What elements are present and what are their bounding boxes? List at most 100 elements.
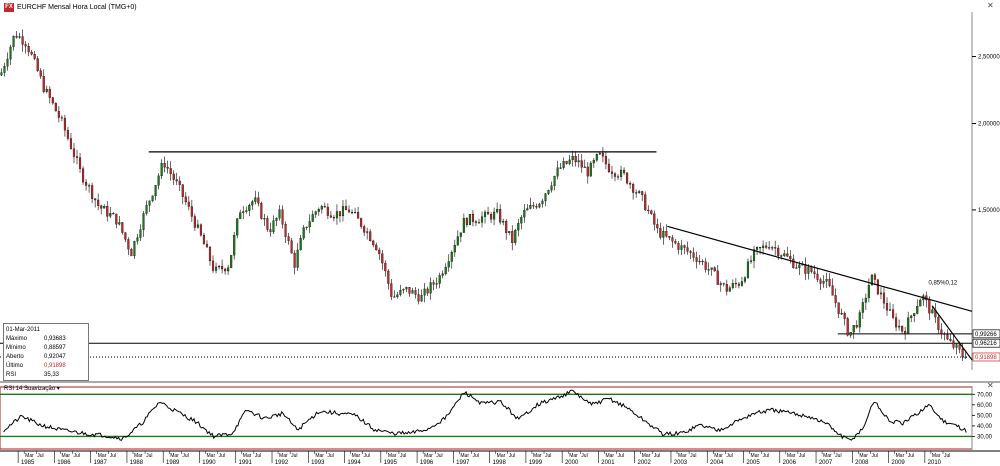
candle — [529, 204, 532, 209]
info-row-low: Mínimo 0,88597 — [6, 344, 66, 351]
candle — [314, 211, 317, 215]
candle — [662, 230, 665, 238]
candle — [574, 156, 577, 163]
candle — [816, 273, 819, 280]
close-indicator-pane-icon[interactable]: ✕ — [987, 381, 994, 390]
candle — [103, 206, 106, 209]
candle — [381, 253, 384, 264]
candle — [245, 210, 248, 212]
month-label: Jul — [799, 453, 805, 459]
candle — [746, 261, 750, 278]
candle — [937, 316, 940, 330]
candle — [656, 224, 659, 229]
month-label: Jul — [436, 453, 442, 459]
candle — [272, 220, 275, 233]
month-label: Mar — [896, 453, 905, 459]
candle — [740, 281, 743, 286]
candle — [629, 183, 632, 185]
candle — [426, 288, 429, 294]
candle — [885, 303, 889, 311]
candle — [964, 356, 967, 358]
year-label: 1986 — [57, 460, 71, 466]
candle — [474, 221, 478, 223]
candle — [402, 288, 405, 291]
month-label: Jul — [291, 453, 297, 459]
candle — [810, 266, 813, 272]
candle — [363, 226, 366, 233]
year-label: 1988 — [130, 460, 144, 466]
candle — [242, 211, 245, 213]
candle — [211, 260, 215, 271]
candle — [734, 283, 737, 285]
candle — [224, 268, 227, 272]
candle — [187, 201, 190, 207]
month-label: Mar — [823, 453, 832, 459]
close-price-pane-icon[interactable]: ✕ — [987, 1, 994, 10]
year-label: 1993 — [311, 460, 325, 466]
month-label: Mar — [170, 453, 179, 459]
candle — [765, 245, 768, 248]
candle — [142, 213, 145, 230]
chart-title-bar: FX EURCHF Mensal Hora Local (TMG+0) — [4, 1, 137, 13]
candle — [239, 212, 242, 219]
candle — [759, 247, 762, 249]
candle — [604, 156, 607, 165]
candle — [946, 334, 949, 340]
month-label: Mar — [859, 453, 868, 459]
candle — [441, 273, 444, 276]
month-label: Jul — [763, 453, 769, 459]
candle — [411, 290, 414, 294]
month-label: Mar — [678, 453, 687, 459]
candle — [616, 176, 620, 178]
candle — [943, 333, 946, 335]
candle — [780, 255, 783, 257]
candle — [218, 266, 221, 268]
indicator-label[interactable]: RSI 14 Suavização ▾ — [4, 386, 60, 392]
candle — [233, 235, 236, 256]
candle — [913, 313, 916, 317]
candle — [928, 299, 931, 314]
month-label: Jul — [654, 453, 660, 459]
month-label: Mar — [352, 453, 361, 459]
month-label: Mar — [751, 453, 760, 459]
candle — [269, 229, 272, 233]
candle — [278, 209, 281, 219]
price-tick-label: 2,00000 — [978, 122, 1000, 128]
candle — [486, 211, 490, 215]
candle — [904, 331, 907, 334]
chart-title: EURCHF Mensal Hora Local (TMG+0) — [17, 3, 137, 11]
candle — [456, 236, 459, 246]
candle — [722, 283, 725, 285]
candle — [9, 46, 12, 60]
candle — [88, 185, 91, 187]
candle — [384, 262, 387, 272]
candle — [849, 331, 852, 336]
candle — [260, 203, 263, 219]
candle — [320, 206, 323, 210]
candle — [595, 154, 598, 161]
candle — [852, 325, 855, 333]
month-label: Mar — [61, 453, 70, 459]
rsi-tick-label: 70,00 — [977, 392, 993, 398]
candle — [895, 317, 898, 328]
candle — [553, 176, 556, 186]
candle — [831, 285, 834, 296]
candle — [254, 197, 257, 202]
candle — [287, 236, 290, 241]
month-label: Jul — [110, 453, 116, 459]
candle — [940, 329, 943, 334]
candle — [405, 287, 408, 290]
candle — [955, 344, 958, 348]
candle — [677, 243, 680, 250]
candle — [638, 191, 641, 193]
month-label: Jul — [37, 453, 43, 459]
year-label: 2000 — [565, 460, 579, 466]
candle — [453, 244, 456, 253]
candle — [139, 229, 142, 238]
candle — [792, 258, 795, 268]
candle — [931, 309, 934, 314]
year-label: 2003 — [674, 460, 688, 466]
month-label: Mar — [424, 453, 433, 459]
candle — [432, 282, 435, 285]
month-label: Mar — [714, 453, 723, 459]
